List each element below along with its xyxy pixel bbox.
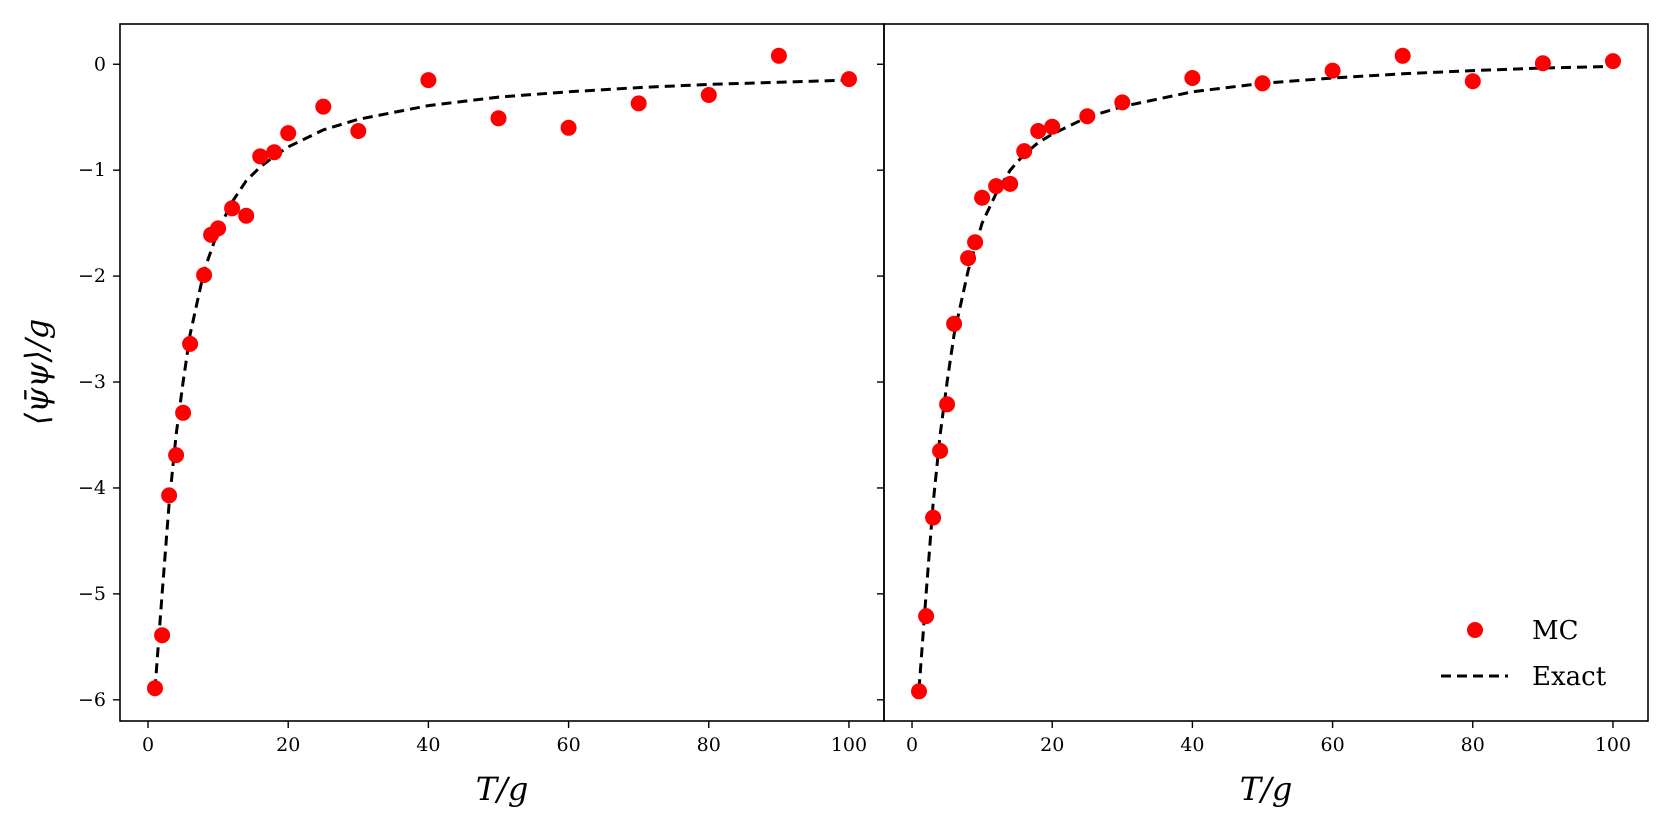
- left-x-tick-label: 60: [556, 734, 580, 756]
- left-plot-area: [147, 47, 857, 697]
- right-mc-point: [932, 442, 949, 459]
- left-x-axis-label: T/g: [476, 770, 529, 808]
- right-axes-frame: [883, 23, 1649, 722]
- left-x-tick-label: 0: [142, 734, 154, 756]
- left-mc-point: [630, 95, 647, 112]
- right-mc-point: [1184, 70, 1201, 86]
- right-mc-point: [1534, 55, 1551, 72]
- right-x-tick-label: 80: [1461, 734, 1485, 756]
- left-y-tick-label: −3: [78, 371, 106, 393]
- left-y-tick-label: −6: [78, 689, 106, 711]
- right-mc-point: [974, 189, 991, 206]
- left-mc-point: [841, 71, 857, 88]
- right-mc-point: [1114, 94, 1131, 111]
- right-mc-point: [1605, 53, 1621, 70]
- right-mc-point: [1079, 108, 1096, 125]
- left-y-tick-label: −4: [78, 477, 106, 499]
- left-mc-point: [252, 148, 269, 165]
- left-mc-point: [147, 680, 163, 697]
- right-y-ticks: [877, 63, 884, 701]
- left-x-tick-label: 20: [276, 734, 300, 756]
- left-mc-point: [154, 627, 171, 644]
- left-y-tick-label: −2: [78, 265, 106, 287]
- left-x-ticks: 0 20 40 60 80 100: [142, 721, 867, 756]
- left-y-tick-label: −5: [78, 583, 106, 605]
- left-mc-point: [196, 267, 213, 283]
- right-mc-point: [946, 315, 963, 332]
- right-mc-point: [988, 178, 1005, 195]
- left-mc-point: [182, 335, 199, 352]
- left-x-tick-label: 100: [831, 734, 867, 756]
- left-mc-point: [266, 144, 283, 161]
- right-mc-point: [1016, 143, 1033, 160]
- right-mc-point: [911, 683, 927, 700]
- legend-mc-marker: [1467, 622, 1483, 638]
- left-mc-point: [168, 447, 185, 464]
- right-mc-point: [1254, 75, 1271, 92]
- left-mc-point: [224, 200, 241, 217]
- right-x-axis-label: T/g: [1240, 770, 1293, 808]
- y-axis-label: ⟨ψ̄ψ⟩/g: [18, 319, 56, 425]
- right-mc-point: [1002, 175, 1019, 192]
- right-panel: 0 20 40 60 80 100 T/g MC Exact: [877, 23, 1649, 808]
- left-x-tick-label: 80: [697, 734, 721, 756]
- left-mc-point: [161, 487, 178, 504]
- right-mc-point: [967, 234, 984, 251]
- left-mc-point: [280, 125, 297, 142]
- left-y-tick-label: −1: [78, 159, 106, 181]
- left-mc-point: [238, 207, 255, 224]
- left-mc-point: [560, 119, 577, 136]
- right-x-tick-label: 60: [1320, 734, 1344, 756]
- right-mc-point: [1030, 123, 1047, 139]
- left-mc-point: [770, 47, 787, 64]
- left-mc-point: [490, 110, 507, 127]
- right-x-tick-label: 20: [1040, 734, 1064, 756]
- legend: MC Exact: [1441, 616, 1607, 692]
- legend-mc-label: MC: [1532, 616, 1579, 646]
- left-mc-point: [700, 87, 717, 103]
- left-panel: 0 −1 −2 −3 −4 −5 −6 0 20 40 60 80 100 T/g ⟨ψ̄ψ⟩/g: [18, 23, 885, 808]
- left-mc-point: [420, 72, 437, 89]
- left-mc-point: [315, 98, 332, 115]
- right-mc-point: [1324, 62, 1341, 79]
- left-x-tick-label: 40: [416, 734, 440, 756]
- right-mc-point: [960, 250, 977, 267]
- left-mc-point: [350, 123, 367, 139]
- right-mc-point: [1464, 73, 1481, 90]
- right-mc-point: [939, 396, 956, 413]
- right-mc-point: [1394, 47, 1411, 64]
- left-mc-point: [175, 404, 192, 421]
- right-x-tick-label: 100: [1595, 734, 1631, 756]
- right-mc-point: [925, 509, 942, 526]
- right-plot-area: [911, 47, 1621, 700]
- right-x-tick-label: 40: [1180, 734, 1204, 756]
- right-x-tick-label: 0: [906, 734, 918, 756]
- right-x-ticks: 0 20 40 60 80 100: [906, 721, 1631, 756]
- left-y-tick-label: 0: [94, 53, 106, 75]
- legend-exact-label: Exact: [1532, 662, 1607, 692]
- right-mc-point: [1044, 118, 1061, 135]
- left-y-ticks: 0 −1 −2 −3 −4 −5 −6: [78, 53, 120, 711]
- left-mc-point: [210, 220, 227, 237]
- right-mc-point: [918, 608, 935, 625]
